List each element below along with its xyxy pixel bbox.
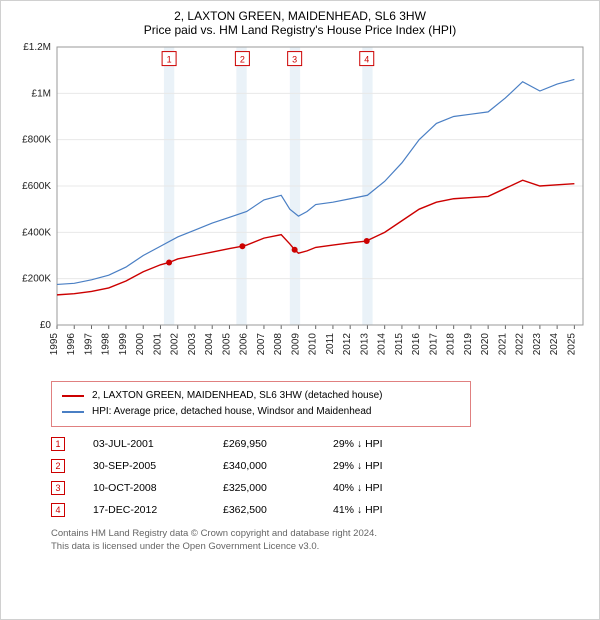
svg-text:2023: 2023: [532, 333, 543, 356]
row-marker: 3: [51, 481, 65, 495]
svg-text:2010: 2010: [308, 333, 319, 356]
title-address: 2, LAXTON GREEN, MAIDENHEAD, SL6 3HW: [13, 9, 587, 23]
svg-text:2014: 2014: [377, 333, 388, 356]
svg-text:2007: 2007: [256, 333, 267, 356]
svg-text:2018: 2018: [446, 333, 457, 356]
svg-text:2004: 2004: [204, 333, 215, 356]
legend: 2, LAXTON GREEN, MAIDENHEAD, SL6 3HW (de…: [51, 381, 471, 427]
svg-text:2009: 2009: [290, 333, 301, 356]
table-row: 1 03-JUL-2001£269,95029% ↓ HPI: [51, 433, 587, 455]
svg-text:2024: 2024: [549, 333, 560, 356]
svg-text:2002: 2002: [170, 333, 181, 356]
row-marker: 2: [51, 459, 65, 473]
row-pct: 40% ↓ HPI: [333, 482, 433, 494]
svg-text:2000: 2000: [135, 333, 146, 356]
line-chart: £0 £200K £400K £600K £800K £1M £1.2M 1995 1996 19…: [13, 43, 589, 373]
svg-text:2006: 2006: [239, 333, 250, 356]
table-row: 2 30-SEP-2005£340,00029% ↓ HPI: [51, 455, 587, 477]
row-price: £362,500: [223, 504, 333, 516]
svg-text:2013: 2013: [359, 333, 370, 356]
svg-text:1998: 1998: [101, 333, 112, 356]
row-date: 30-SEP-2005: [93, 460, 223, 472]
svg-text:2022: 2022: [515, 333, 526, 356]
legend-label: 2, LAXTON GREEN, MAIDENHEAD, SL6 3HW (de…: [92, 388, 382, 404]
svg-text:1995: 1995: [49, 333, 60, 356]
row-marker: 1: [51, 437, 65, 451]
svg-text:2015: 2015: [394, 333, 405, 356]
svg-text:£400K: £400K: [22, 227, 51, 238]
row-marker: 4: [51, 503, 65, 517]
svg-text:1999: 1999: [118, 333, 129, 356]
row-pct: 29% ↓ HPI: [333, 438, 433, 450]
svg-text:2025: 2025: [566, 333, 577, 356]
svg-text:2016: 2016: [411, 333, 422, 356]
row-price: £269,950: [223, 438, 333, 450]
svg-text:2011: 2011: [325, 333, 336, 355]
footnote-line2: This data is licensed under the Open Gov…: [51, 540, 587, 553]
svg-text:2020: 2020: [480, 333, 491, 356]
transaction-table: 1 03-JUL-2001£269,95029% ↓ HPI 2 30-SEP-200…: [51, 433, 587, 521]
row-date: 17-DEC-2012: [93, 504, 223, 516]
row-price: £325,000: [223, 482, 333, 494]
svg-text:£200K: £200K: [22, 274, 51, 285]
legend-swatch: [62, 395, 84, 397]
svg-text:2005: 2005: [221, 333, 232, 356]
table-row: 3 10-OCT-2008£325,00040% ↓ HPI: [51, 477, 587, 499]
row-pct: 41% ↓ HPI: [333, 504, 433, 516]
row-date: 03-JUL-2001: [93, 438, 223, 450]
svg-text:2: 2: [240, 55, 245, 65]
legend-label: HPI: Average price, detached house, Wind…: [92, 404, 371, 420]
svg-text:£600K: £600K: [22, 181, 51, 192]
row-price: £340,000: [223, 460, 333, 472]
svg-text:3: 3: [292, 55, 297, 65]
svg-text:1: 1: [167, 55, 172, 65]
legend-item: HPI: Average price, detached house, Wind…: [62, 404, 460, 420]
row-date: 10-OCT-2008: [93, 482, 223, 494]
svg-text:2008: 2008: [273, 333, 284, 356]
svg-text:£1.2M: £1.2M: [23, 43, 51, 53]
title-block: 2, LAXTON GREEN, MAIDENHEAD, SL6 3HW Pri…: [13, 9, 587, 37]
footnote-line1: Contains HM Land Registry data © Crown c…: [51, 527, 587, 540]
svg-text:2017: 2017: [428, 333, 439, 356]
svg-text:£1M: £1M: [32, 88, 51, 99]
svg-text:2019: 2019: [463, 333, 474, 356]
svg-text:£0: £0: [40, 320, 52, 331]
svg-text:1996: 1996: [66, 333, 77, 356]
table-row: 4 17-DEC-2012£362,50041% ↓ HPI: [51, 499, 587, 521]
legend-item: 2, LAXTON GREEN, MAIDENHEAD, SL6 3HW (de…: [62, 388, 460, 404]
svg-text:2021: 2021: [497, 333, 508, 356]
chart-container: 2, LAXTON GREEN, MAIDENHEAD, SL6 3HW Pri…: [0, 0, 600, 620]
row-pct: 29% ↓ HPI: [333, 460, 433, 472]
svg-text:4: 4: [364, 55, 369, 65]
footnote: Contains HM Land Registry data © Crown c…: [51, 527, 587, 554]
svg-text:2003: 2003: [187, 333, 198, 356]
legend-swatch: [62, 411, 84, 413]
svg-text:2001: 2001: [152, 333, 163, 356]
chart-area: £0 £200K £400K £600K £800K £1M £1.2M 1995 1996 19…: [13, 43, 587, 373]
title-subtitle: Price paid vs. HM Land Registry's House …: [13, 23, 587, 37]
svg-text:1997: 1997: [83, 333, 94, 356]
svg-text:£800K: £800K: [22, 135, 51, 146]
svg-text:2012: 2012: [342, 333, 353, 356]
